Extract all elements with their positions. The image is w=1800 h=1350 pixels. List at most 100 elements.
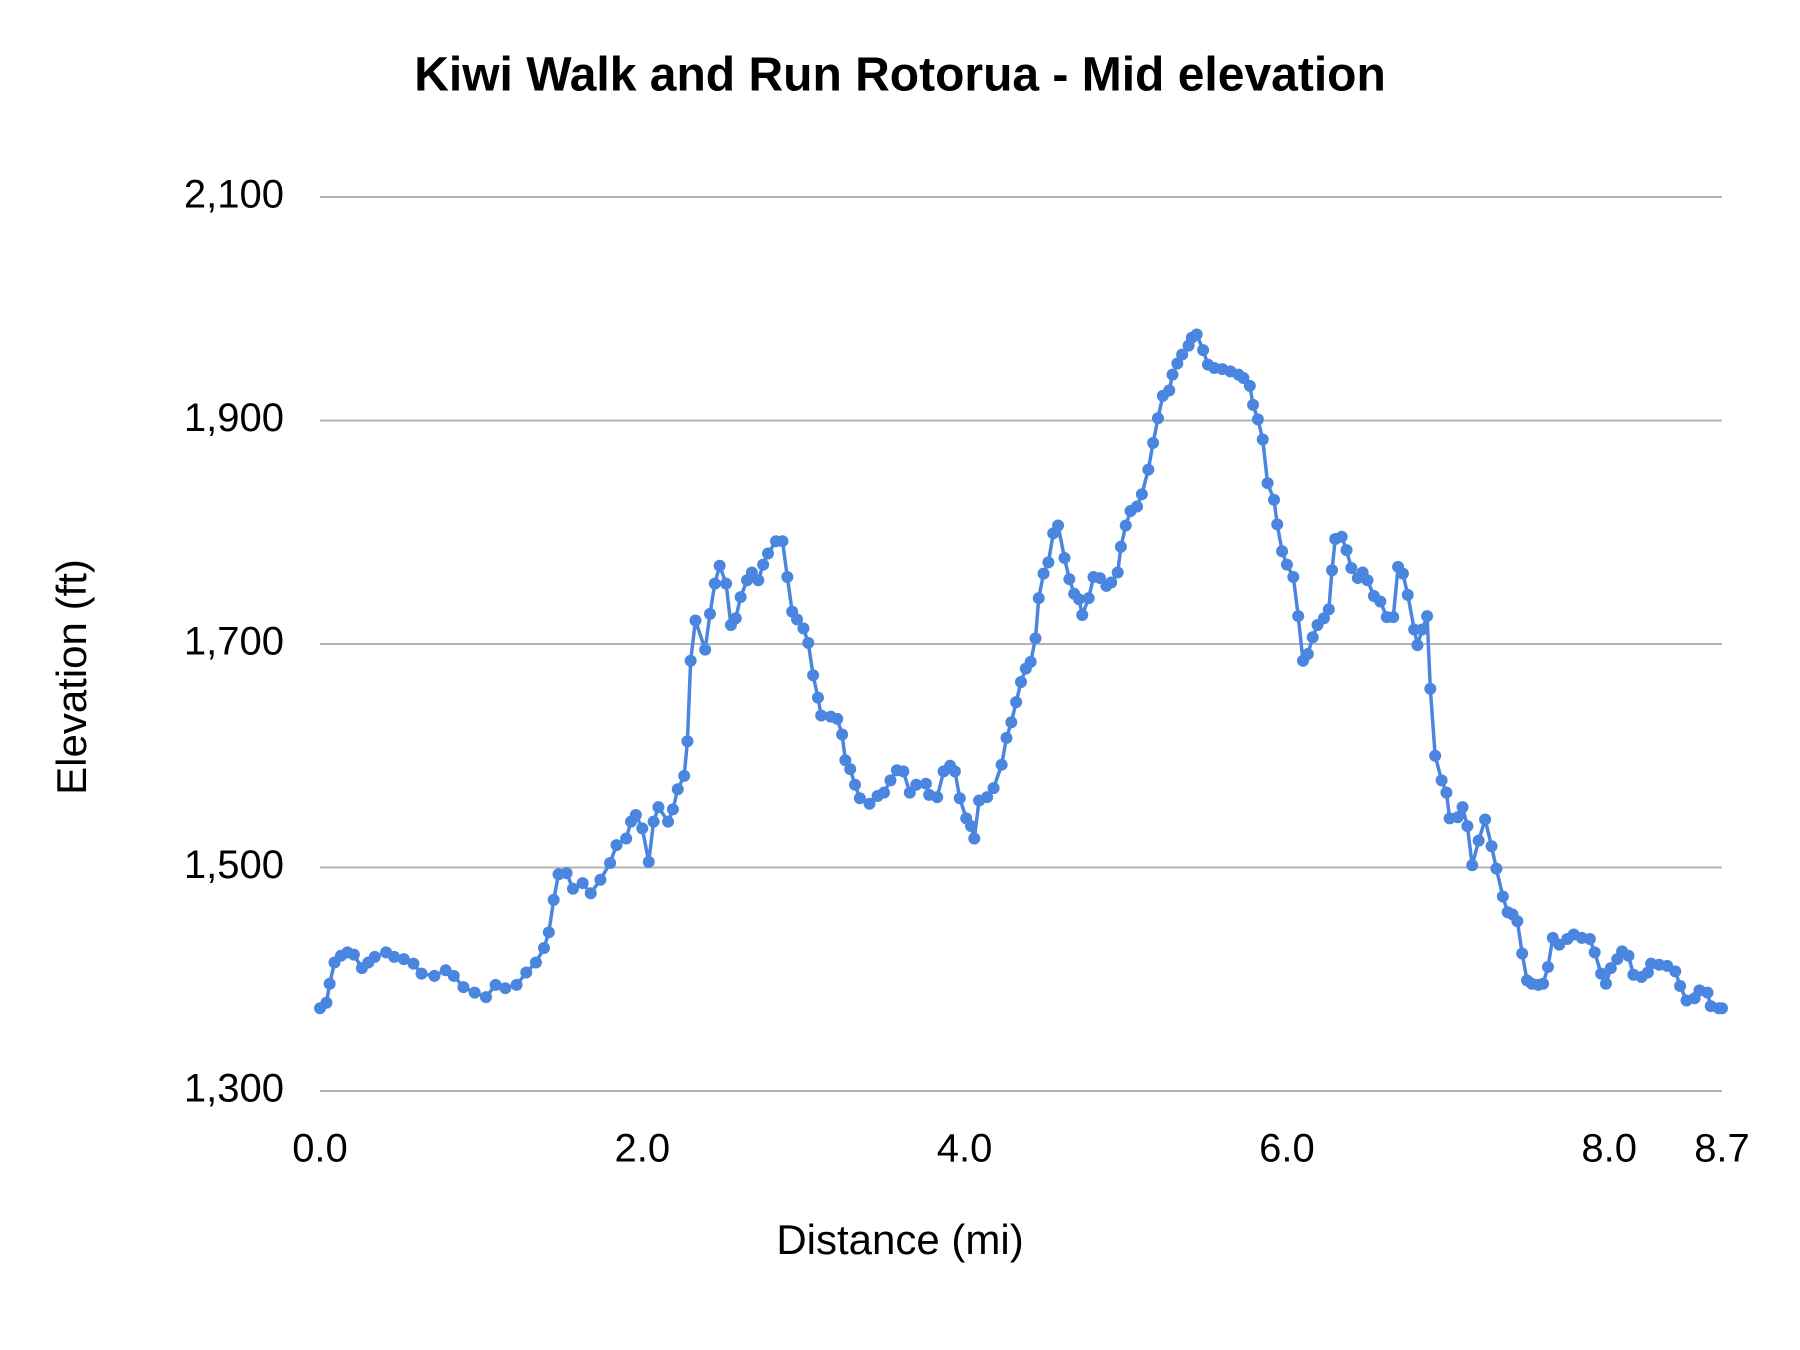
data-point <box>987 782 1000 795</box>
data-point <box>1176 348 1189 361</box>
data-point <box>1306 631 1319 644</box>
data-point <box>734 591 747 604</box>
data-point <box>1340 544 1353 557</box>
data-point <box>629 808 642 821</box>
data-point <box>537 941 550 954</box>
data-point <box>407 957 420 970</box>
data-point <box>447 969 460 982</box>
data-point <box>1440 786 1453 799</box>
data-point <box>953 792 966 805</box>
data-point <box>1105 576 1118 589</box>
x-tick-label: 8.7 <box>1694 1127 1750 1171</box>
data-point <box>919 777 932 790</box>
data-point <box>499 982 512 995</box>
data-point <box>1485 840 1498 853</box>
data-point <box>428 969 441 982</box>
data-point <box>1317 612 1330 625</box>
data-point <box>1058 551 1071 564</box>
data-point <box>388 950 401 963</box>
data-point <box>729 612 742 625</box>
data-point <box>1583 933 1596 946</box>
data-point <box>542 926 555 939</box>
data-point <box>671 783 684 796</box>
data-point <box>1042 556 1055 569</box>
data-point <box>1243 379 1256 392</box>
data-point <box>878 786 891 799</box>
data-point <box>1135 488 1148 501</box>
data-point <box>703 607 716 620</box>
data-point <box>1024 655 1037 668</box>
data-point <box>752 574 765 587</box>
data-point <box>1669 965 1682 978</box>
data-point <box>1622 949 1635 962</box>
data-point <box>479 991 492 1004</box>
data-point <box>1166 368 1179 381</box>
data-point <box>699 643 712 656</box>
data-point <box>1010 696 1023 709</box>
data-point <box>681 735 694 748</box>
x-tick-label: 0.0 <box>292 1127 348 1171</box>
data-point <box>1516 947 1529 960</box>
data-point <box>1456 801 1469 814</box>
data-point <box>811 691 824 704</box>
data-point <box>968 832 981 845</box>
data-point <box>863 797 876 810</box>
data-point <box>560 867 573 880</box>
data-point <box>652 801 665 814</box>
data-point <box>604 857 617 870</box>
data-point <box>1268 493 1281 506</box>
data-point <box>1435 774 1448 787</box>
data-point <box>995 758 1008 771</box>
data-point <box>1416 623 1429 636</box>
data-point <box>1037 567 1050 580</box>
data-point <box>1292 610 1305 623</box>
x-axis-title: Distance (mi) <box>776 1216 1023 1263</box>
data-point <box>897 765 910 778</box>
data-point <box>567 882 580 895</box>
y-tick-label: 1,300 <box>184 1067 284 1111</box>
data-point <box>1000 731 1013 744</box>
data-point <box>1063 573 1076 586</box>
data-point <box>1256 433 1269 446</box>
data-point <box>689 614 702 627</box>
data-point <box>584 887 597 900</box>
data-point <box>1361 574 1374 587</box>
data-point <box>1052 519 1065 532</box>
x-tick-label: 2.0 <box>614 1127 670 1171</box>
data-point <box>1466 859 1479 872</box>
data-point <box>1326 564 1339 577</box>
data-point <box>642 855 655 868</box>
data-point <box>757 558 770 571</box>
data-point <box>529 956 542 969</box>
data-point <box>1029 632 1042 645</box>
data-point <box>610 839 623 852</box>
x-tick-label: 8.0 <box>1581 1127 1637 1171</box>
data-point <box>620 832 633 845</box>
data-point <box>1374 595 1387 608</box>
plot-area <box>314 328 1728 1015</box>
data-point <box>1111 566 1124 579</box>
data-point <box>1496 890 1509 903</box>
data-point <box>323 977 336 990</box>
data-point <box>844 763 857 776</box>
data-point <box>965 820 978 833</box>
data-point <box>1082 592 1095 605</box>
data-point <box>1276 545 1289 558</box>
data-point <box>948 765 961 778</box>
data-point <box>678 769 691 782</box>
data-point <box>931 791 944 804</box>
data-point <box>1015 675 1027 688</box>
data-point <box>853 792 866 805</box>
data-point <box>849 778 862 791</box>
data-point <box>1032 592 1045 605</box>
data-point <box>831 712 844 725</box>
data-point <box>547 893 560 906</box>
data-point <box>1005 716 1018 729</box>
y-tick-label: 1,700 <box>184 620 284 664</box>
data-point <box>884 774 897 787</box>
data-point <box>1472 834 1485 847</box>
data-point <box>1171 357 1184 370</box>
data-point <box>1271 518 1284 531</box>
data-point <box>1396 567 1409 580</box>
